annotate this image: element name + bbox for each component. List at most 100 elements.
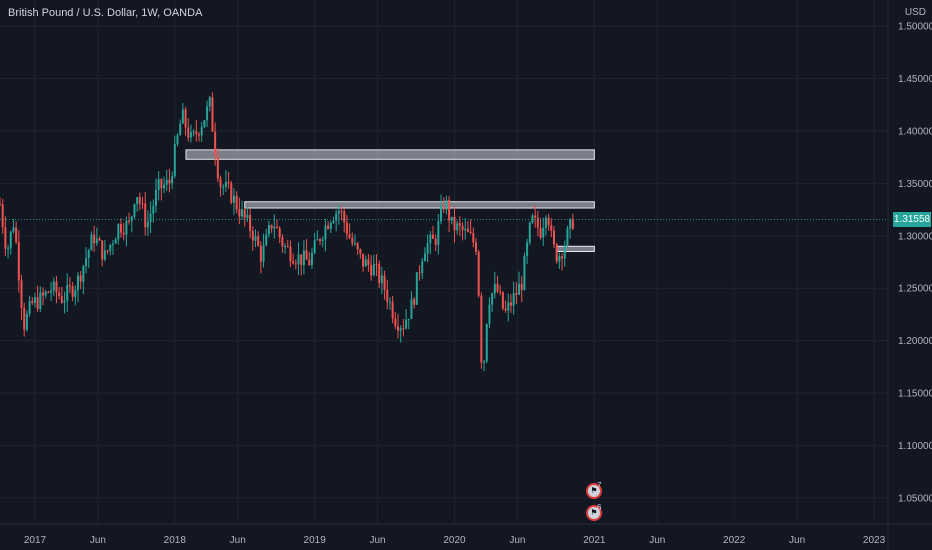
candle-body bbox=[483, 361, 486, 363]
y-tick-label: 1.40000 bbox=[898, 127, 932, 138]
candle-up bbox=[464, 218, 467, 240]
candle-down bbox=[469, 219, 472, 235]
candle-up bbox=[267, 220, 270, 238]
candle-down bbox=[292, 253, 295, 265]
resistance-zone bbox=[185, 149, 595, 160]
candle-up bbox=[44, 290, 47, 299]
economic-event-flag-icon[interactable]: ⚑ 6 bbox=[586, 503, 602, 521]
candle-down bbox=[308, 251, 311, 266]
candle-up bbox=[114, 237, 117, 244]
candle-body bbox=[55, 281, 58, 293]
candle-body bbox=[558, 256, 561, 262]
currency-label[interactable]: USD bbox=[904, 7, 926, 18]
candle-body bbox=[550, 225, 553, 231]
candle-down bbox=[144, 192, 147, 236]
candle-up bbox=[241, 200, 244, 220]
candle-body bbox=[362, 253, 365, 267]
candle-up bbox=[523, 252, 526, 291]
candle-body bbox=[246, 214, 249, 218]
candle-up bbox=[136, 196, 139, 212]
economic-event-flag-icon[interactable]: ⚑ 7 bbox=[586, 481, 602, 499]
candle-up bbox=[206, 100, 209, 128]
candle-body bbox=[423, 253, 426, 262]
candle-up bbox=[39, 286, 42, 312]
candle-up bbox=[321, 236, 324, 248]
candle-up bbox=[488, 297, 491, 329]
x-tick-label: Jun bbox=[789, 535, 805, 546]
candle-body bbox=[173, 143, 176, 177]
candle-body bbox=[571, 218, 574, 229]
candle-body bbox=[450, 216, 453, 221]
candle-down bbox=[434, 234, 437, 252]
candle-body bbox=[319, 239, 322, 242]
candle-up bbox=[232, 188, 235, 215]
candle-down bbox=[448, 196, 451, 232]
candle-down bbox=[378, 260, 381, 289]
resistance-zone bbox=[556, 245, 595, 253]
candle-down bbox=[79, 270, 82, 290]
candle-body bbox=[270, 225, 273, 229]
symbol-title[interactable]: British Pound / U.S. Dollar, 1W, OANDA bbox=[8, 7, 203, 19]
candle-body bbox=[324, 225, 327, 240]
candle-up bbox=[324, 218, 327, 252]
candle-up bbox=[246, 207, 249, 222]
candle-body bbox=[243, 209, 246, 218]
candle-down bbox=[36, 285, 39, 312]
candle-layer bbox=[0, 92, 574, 372]
candle-down bbox=[120, 218, 123, 238]
candle-body bbox=[17, 241, 20, 281]
candle-down bbox=[402, 319, 405, 337]
x-tick-label: Jun bbox=[370, 535, 386, 546]
candle-up bbox=[133, 203, 136, 220]
candle-up bbox=[518, 271, 521, 295]
candle-down bbox=[327, 221, 330, 230]
candle-body bbox=[458, 223, 461, 226]
candle-down bbox=[367, 253, 370, 272]
candle-body bbox=[536, 217, 539, 228]
candle-down bbox=[499, 284, 502, 296]
candle-up bbox=[542, 217, 545, 246]
candle-body bbox=[275, 226, 278, 229]
candle-body bbox=[284, 245, 287, 247]
candle-body bbox=[141, 203, 144, 205]
candle-body bbox=[74, 290, 77, 297]
candle-down bbox=[281, 234, 284, 253]
candle-up bbox=[179, 119, 182, 136]
candle-body bbox=[286, 245, 289, 247]
candle-body bbox=[504, 308, 507, 311]
candle-body bbox=[496, 283, 499, 292]
y-tick-label: 1.30000 bbox=[898, 231, 932, 242]
candle-up bbox=[117, 223, 120, 245]
candle-body bbox=[566, 228, 569, 246]
candle-up bbox=[364, 255, 367, 267]
candle-body bbox=[103, 250, 106, 260]
candle-up bbox=[90, 231, 93, 251]
candle-body bbox=[262, 245, 265, 262]
candle-down bbox=[286, 239, 289, 248]
candle-body bbox=[214, 131, 217, 156]
candle-body bbox=[563, 245, 566, 259]
candle-up bbox=[63, 291, 66, 314]
candle-body bbox=[372, 264, 375, 276]
candle-down bbox=[235, 191, 238, 214]
x-tick-label: 2020 bbox=[443, 535, 466, 546]
candle-down bbox=[552, 226, 555, 249]
candle-body bbox=[442, 205, 445, 210]
candle-body bbox=[138, 197, 141, 204]
candle-body bbox=[219, 178, 222, 188]
candle-body bbox=[515, 293, 518, 295]
candle-body bbox=[36, 297, 39, 309]
candle-body bbox=[4, 227, 7, 249]
candle-up bbox=[426, 234, 429, 263]
candle-body bbox=[157, 179, 160, 190]
candle-body bbox=[456, 223, 459, 231]
candle-body bbox=[337, 210, 340, 214]
candle-body bbox=[257, 236, 260, 246]
candle-down bbox=[561, 253, 564, 271]
x-tick-label: Jun bbox=[230, 535, 246, 546]
candle-down bbox=[345, 214, 348, 240]
candle-up bbox=[507, 293, 510, 322]
candle-body bbox=[12, 227, 15, 232]
candle-body bbox=[480, 295, 483, 363]
